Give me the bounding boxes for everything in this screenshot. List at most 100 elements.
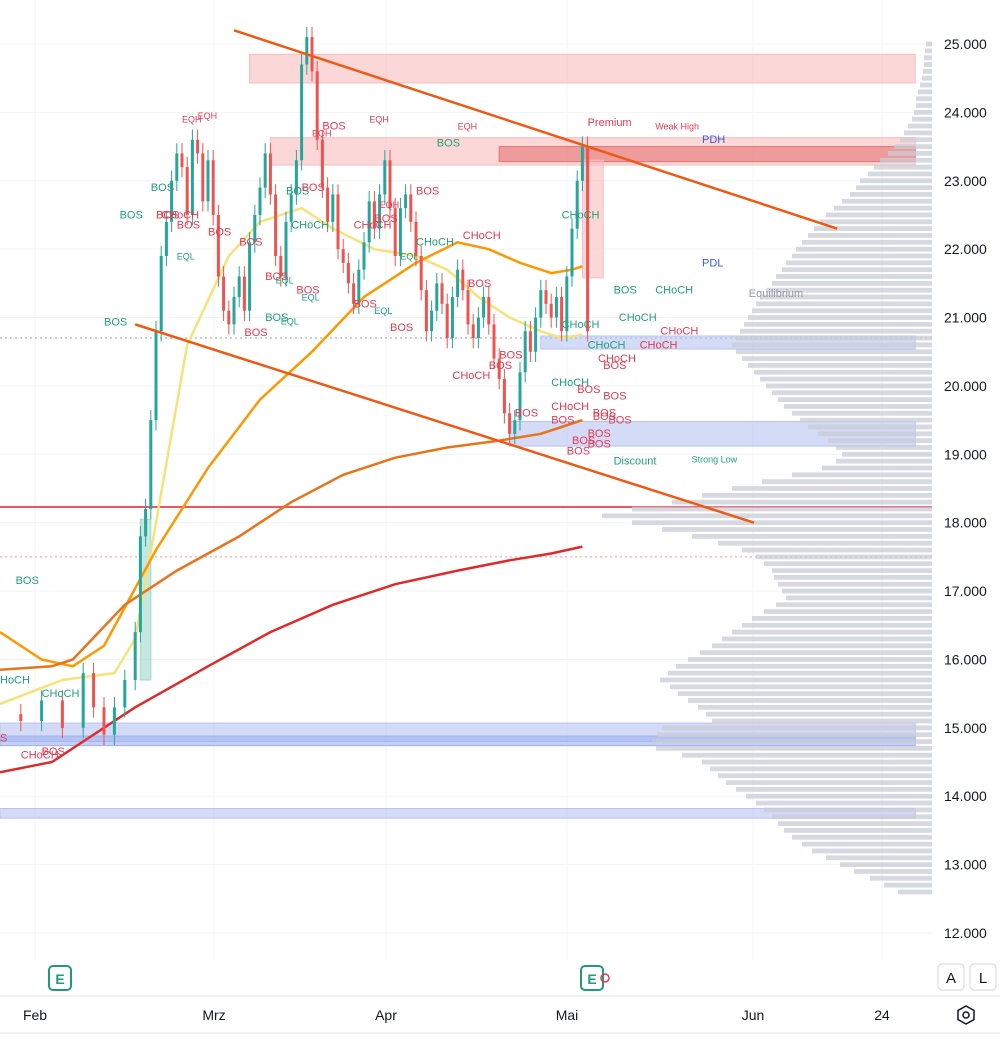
volume-bar xyxy=(784,404,932,409)
candle-body xyxy=(206,160,210,202)
structure-label: CHoCH xyxy=(619,312,657,324)
volume-bar xyxy=(868,171,932,177)
auto-scale-button[interactable]: A xyxy=(937,963,965,991)
gear-icon[interactable] xyxy=(957,1005,975,1025)
candle-body xyxy=(383,160,387,195)
structure-label: BOS xyxy=(489,360,512,372)
volume-bar xyxy=(670,684,932,690)
volume-bar xyxy=(762,294,932,300)
volume-bar xyxy=(718,773,932,779)
structure-label: EQL xyxy=(374,306,392,316)
candle-body xyxy=(362,242,366,270)
y-axis[interactable]: 25.000 24.000 23.000 22.000 21.000 20.000 19.0… xyxy=(944,36,987,941)
candle-body xyxy=(341,249,345,263)
volume-bar xyxy=(732,629,932,635)
volume-bar xyxy=(742,622,932,628)
volume-bar xyxy=(712,718,932,724)
structure-label: BOS xyxy=(302,182,325,194)
moving-average-line xyxy=(0,545,583,774)
candle-body xyxy=(518,372,522,421)
candle-body xyxy=(81,673,85,728)
structure-label: BOS xyxy=(567,445,590,457)
candle-body xyxy=(232,297,236,325)
volume-bar xyxy=(736,786,932,792)
x-tick-label: Feb xyxy=(23,1007,47,1023)
candle-body xyxy=(154,331,158,421)
log-scale-button[interactable]: L xyxy=(969,963,997,991)
structure-label: EQH xyxy=(458,121,478,131)
volume-bar xyxy=(918,89,932,95)
volume-bar xyxy=(732,342,932,348)
volume-bar xyxy=(914,109,932,115)
y-tick-label: 25.000 xyxy=(944,36,987,52)
structure-label: CHoCH xyxy=(640,339,678,351)
structure-label: CHoCH xyxy=(354,220,392,232)
candle-body xyxy=(185,167,189,215)
volume-bar xyxy=(820,219,932,225)
volume-bar xyxy=(752,616,932,621)
volume-bar xyxy=(782,267,932,273)
candle-body xyxy=(310,37,314,72)
structure-label: BOS xyxy=(265,312,288,324)
volume-bar xyxy=(840,862,932,868)
structure-label: CHoCH xyxy=(660,326,698,338)
volume-bar xyxy=(660,677,932,683)
candle-body xyxy=(242,276,246,311)
candle-body xyxy=(60,700,64,728)
volume-bar xyxy=(854,869,932,874)
structure-label: S xyxy=(0,733,7,745)
volume-bar xyxy=(822,465,932,471)
volume-bar xyxy=(924,62,932,67)
candle-body xyxy=(237,276,241,298)
structure-label: BOS xyxy=(499,350,522,362)
candle-body xyxy=(513,420,517,434)
candle-body xyxy=(492,324,496,359)
volume-bar xyxy=(672,499,932,505)
volume-bar xyxy=(792,410,932,416)
structure-label: BOS xyxy=(588,438,611,450)
candle-body xyxy=(456,269,460,298)
structure-label: BOS xyxy=(177,220,200,232)
candle-body xyxy=(92,673,96,708)
candle-body xyxy=(164,221,168,256)
candle-body xyxy=(159,255,163,332)
candle-body xyxy=(40,700,44,722)
candle-body xyxy=(284,221,288,277)
y-tick-label: 23.000 xyxy=(944,173,987,189)
volume-bar xyxy=(826,212,932,218)
volume-bar xyxy=(818,431,932,437)
volume-bar xyxy=(908,123,932,129)
structure-label: Strong Low xyxy=(692,455,738,465)
volume-bar xyxy=(678,691,932,697)
volume-bar xyxy=(662,725,932,731)
candle-body xyxy=(326,187,330,222)
volume-bar xyxy=(756,800,932,806)
earnings-marker-mai[interactable]: E xyxy=(580,965,610,991)
volume-bar xyxy=(688,657,932,662)
candle-body xyxy=(560,297,564,332)
x-tick-label: Mrz xyxy=(202,1007,225,1023)
structure-label: BOS xyxy=(593,411,616,423)
x-axis[interactable]: Feb Mrz Apr Mai Jun 24 xyxy=(0,995,1000,1034)
structure-label: BOS xyxy=(296,285,319,297)
volume-bar xyxy=(900,137,932,143)
volume-bar xyxy=(812,848,932,854)
structure-label: BOS xyxy=(577,384,600,396)
candle-body xyxy=(378,194,382,229)
candle-body xyxy=(586,146,590,332)
earnings-marker-feb[interactable]: E xyxy=(48,965,72,991)
structure-label: CHoCH xyxy=(463,230,501,242)
volume-bar xyxy=(706,711,932,717)
volume-bar xyxy=(796,246,932,252)
structure-label: EQL xyxy=(281,316,299,326)
structure-label: BOS xyxy=(156,209,179,221)
volume-bar xyxy=(782,588,932,594)
volume-bar xyxy=(748,315,932,320)
trendline xyxy=(134,323,755,524)
candle-body xyxy=(534,317,538,352)
candle-body xyxy=(440,283,444,304)
volume-bar xyxy=(668,670,932,676)
y-tick-label: 12.000 xyxy=(944,925,987,941)
